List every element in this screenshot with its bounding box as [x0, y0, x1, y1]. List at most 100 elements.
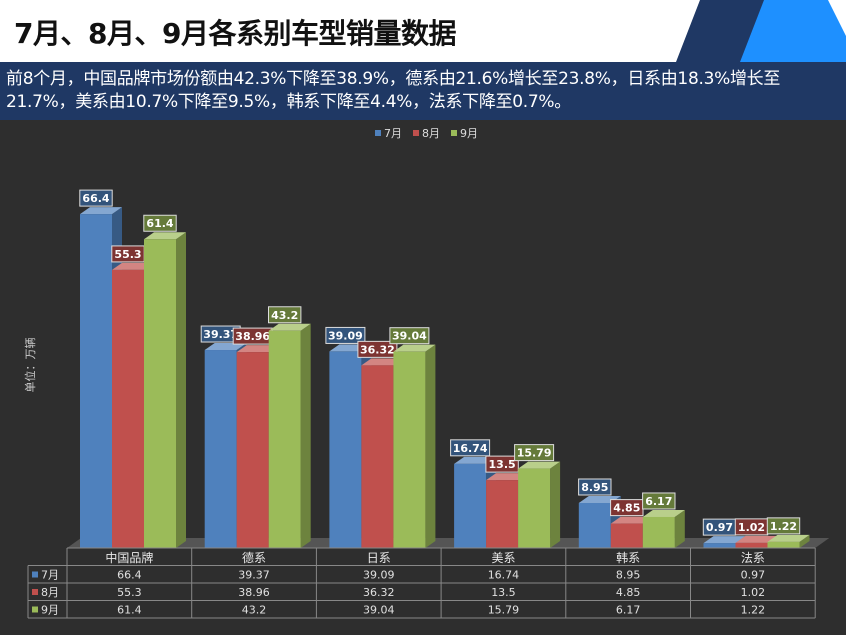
table-cell-2-0: 61.4 [117, 604, 142, 617]
bar-side-4-2 [674, 509, 685, 548]
table-cell-1-2: 36.32 [363, 586, 395, 599]
table-cell-1-3: 13.5 [491, 586, 516, 599]
data-label-2-2: 39.04 [392, 330, 427, 343]
table-cell-1-1: 38.96 [238, 586, 270, 599]
data-label-1-1: 38.96 [235, 330, 270, 343]
category-label-1: 德系 [242, 550, 266, 565]
bar-2-2 [393, 351, 426, 548]
legend-swatch-2 [451, 130, 457, 136]
data-label-4-0: 8.95 [581, 481, 608, 494]
data-label-box-0-2 [143, 214, 177, 232]
data-label-0-2: 61.4 [146, 217, 173, 230]
table-cell-2-2: 39.04 [363, 604, 395, 617]
bar-top-4-2 [642, 509, 685, 517]
data-label-box-0-0 [79, 189, 113, 207]
bar-top-4-1 [610, 516, 653, 524]
bar-5-1 [735, 542, 768, 548]
data-label-1-0: 39.37 [203, 328, 238, 341]
table-cell-2-5: 1.22 [741, 604, 766, 617]
bar-top-3-2 [518, 461, 561, 469]
bar-top-1-2 [268, 323, 311, 331]
bar-top-1-0 [204, 343, 247, 351]
table-cell-0-4: 8.95 [616, 569, 641, 582]
category-label-5: 法系 [741, 551, 765, 565]
data-label-4-1: 4.85 [613, 502, 640, 515]
table-cell-0-1: 39.37 [238, 569, 270, 582]
data-label-3-0: 16.74 [453, 442, 488, 455]
data-label-box-3-0 [450, 439, 491, 457]
bar-3-2 [518, 468, 551, 548]
data-label-3-1: 13.5 [489, 458, 516, 471]
data-label-box-3-1 [485, 455, 519, 473]
subtitle-text: 前8个月，中国品牌市场份额由42.3%下降至38.9%，德系由21.6%增长至2… [6, 69, 781, 112]
bar-top-0-2 [144, 232, 186, 240]
category-label-3: 美系 [491, 551, 515, 565]
bar-side-3-2 [550, 461, 561, 548]
data-label-4-2: 6.17 [645, 495, 672, 508]
header-bar: 7月、8月、9月各系别车型销量数据 [0, 0, 846, 62]
legend-label-1: 8月 [422, 127, 440, 140]
bar-side-1-2 [300, 323, 311, 548]
table-series-label-0: 7月 [41, 569, 59, 582]
header-blue-stripe [740, 0, 846, 62]
bar-1-0 [204, 350, 237, 548]
data-label-5-2: 1.22 [770, 520, 797, 533]
bar-1-2 [268, 330, 301, 548]
table-swatch-1 [32, 589, 38, 595]
bar-2-1 [361, 365, 394, 548]
data-label-5-1: 1.02 [738, 521, 765, 534]
table-series-label-1: 8月 [41, 586, 59, 599]
data-label-0-1: 55.3 [114, 248, 141, 261]
y-axis-label: 单位：万辆 [23, 338, 37, 393]
table-swatch-0 [32, 571, 38, 578]
bar-top-5-2 [767, 534, 810, 542]
table-cell-0-3: 16.74 [488, 569, 520, 582]
bar-0-1 [112, 269, 144, 548]
subtitle-bar: 前8个月，中国品牌市场份额由42.3%下降至38.9%，德系由21.6%增长至2… [0, 62, 846, 120]
data-label-box-4-0 [578, 478, 612, 496]
bar-4-2 [642, 516, 675, 548]
legend-label-0: 7月 [384, 127, 402, 140]
bar-top-5-0 [703, 536, 746, 544]
bar-3-1 [486, 480, 519, 548]
data-label-box-1-2 [268, 306, 302, 324]
bar-top-3-1 [486, 473, 529, 481]
bar-side-5-2 [799, 534, 810, 548]
category-label-2: 日系 [367, 551, 391, 565]
table-cell-2-4: 6.17 [616, 604, 641, 617]
table-cell-1-0: 55.3 [117, 586, 142, 599]
sales-chart: 7月 8月 9月单位：万辆66.455.361.439.3738.9643.239.… [23, 127, 830, 619]
bar-3-0 [454, 463, 487, 548]
table-cell-1-4: 4.85 [616, 586, 641, 599]
bar-5-0 [703, 543, 736, 548]
bar-4-0 [578, 502, 611, 548]
table-cell-1-5: 1.02 [741, 586, 766, 599]
table-cell-0-5: 0.97 [741, 569, 766, 582]
table-series-label-2: 9月 [41, 604, 59, 617]
page-title: 7月、8月、9月各系别车型销量数据 [14, 17, 456, 50]
data-label-box-2-0 [325, 326, 366, 344]
data-label-0-0: 66.4 [82, 192, 109, 205]
bar-side-2-2 [425, 344, 436, 548]
bar-0-2 [144, 239, 176, 548]
legend-swatch-0 [375, 130, 381, 136]
data-label-2-0: 39.09 [328, 329, 363, 342]
bar-top-2-2 [393, 344, 436, 352]
data-label-box-4-2 [642, 492, 676, 510]
bar-1-1 [236, 352, 269, 548]
data-label-1-2: 43.2 [271, 309, 298, 322]
bar-side-0-2 [176, 232, 186, 548]
data-label-box-5-2 [766, 517, 801, 535]
data-label-box-3-2 [514, 444, 555, 462]
bar-top-5-1 [735, 535, 778, 543]
legend-label-2: 9月 [460, 127, 478, 140]
header-decoration [676, 0, 846, 62]
legend-swatch-1 [413, 130, 419, 136]
table-swatch-2 [32, 606, 38, 613]
header-white-corner [828, 0, 846, 36]
table-cell-2-3: 15.79 [488, 604, 520, 617]
bar-0-0 [80, 214, 112, 549]
table-cell-0-2: 39.09 [363, 569, 395, 582]
bar-2-0 [329, 351, 362, 548]
bar-5-2 [767, 541, 800, 548]
